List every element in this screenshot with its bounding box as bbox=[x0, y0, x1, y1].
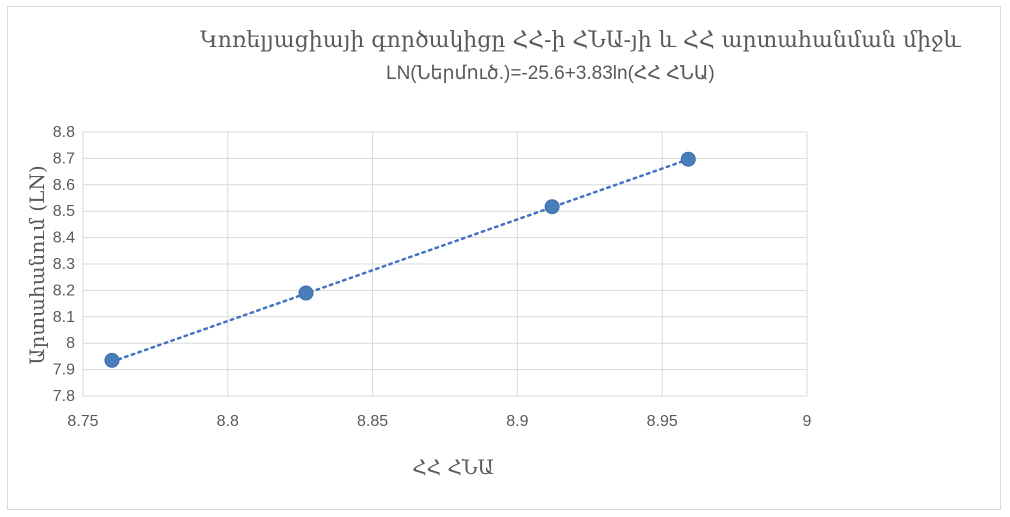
y-tick-label: 7.8 bbox=[53, 388, 75, 405]
y-axis-title: Արտահանում (LN) bbox=[25, 165, 49, 364]
y-tick-label: 8 bbox=[66, 335, 75, 352]
trendline-group bbox=[110, 157, 693, 363]
x-tick-label: 8.8 bbox=[217, 413, 239, 430]
chart-title: Կոռելյացիայի գործակիցը ՀՀ-ի ՀՆԱ-յի և ՀՀ … bbox=[200, 28, 961, 53]
chart-subtitle: LN(Ներմուծ.)=-25.6+3.83ln(ՀՀ ՀՆԱ) bbox=[386, 63, 715, 84]
trendline bbox=[110, 157, 693, 363]
y-tick-label: 8.7 bbox=[53, 150, 75, 167]
data-point bbox=[544, 199, 560, 215]
y-tick-label: 8.8 bbox=[53, 124, 75, 141]
x-tick-label: 8.9 bbox=[506, 413, 528, 430]
tick-labels: 7.8 7.9 8 8.1 8.2 8.3 8.4 8.5 8.6 8.7 8.8 8.75 8.8 8.… bbox=[53, 124, 812, 430]
data-point bbox=[104, 352, 120, 368]
x-tick-label: 8.85 bbox=[357, 413, 388, 430]
y-tick-label: 8.6 bbox=[53, 177, 75, 194]
y-tick-label: 8.5 bbox=[53, 203, 75, 220]
data-points bbox=[104, 151, 696, 368]
data-point bbox=[680, 151, 696, 167]
y-tick-label: 8.1 bbox=[53, 309, 75, 326]
y-tick-label: 8.4 bbox=[53, 230, 75, 247]
grid bbox=[82, 131, 808, 397]
y-tick-label: 8.3 bbox=[53, 256, 75, 273]
x-axis-title: ՀՀ ՀՆԱ bbox=[412, 455, 494, 479]
y-tick-label: 7.9 bbox=[53, 362, 75, 379]
x-tick-label: 8.75 bbox=[67, 413, 98, 430]
data-point bbox=[298, 285, 314, 301]
x-tick-label: 8.95 bbox=[647, 413, 678, 430]
y-tick-label: 8.2 bbox=[53, 282, 75, 299]
x-tick-label: 9 bbox=[803, 413, 812, 430]
chart-frame bbox=[7, 6, 1001, 510]
